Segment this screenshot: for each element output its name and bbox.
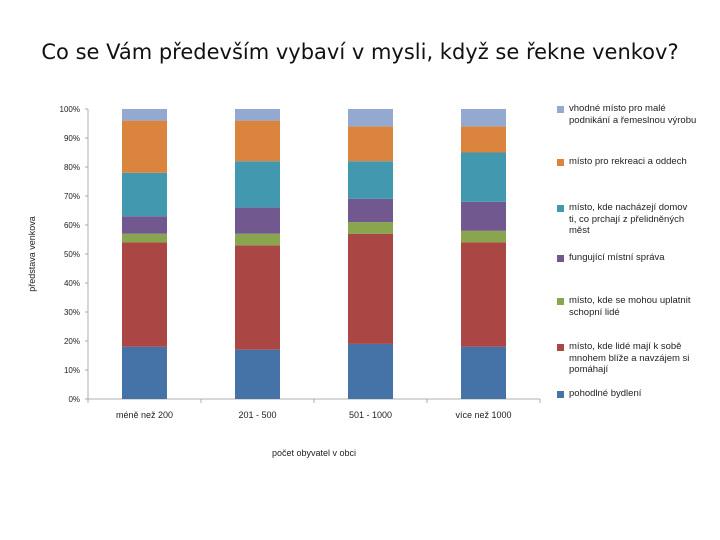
bar-segment bbox=[122, 216, 167, 234]
bar-segment bbox=[348, 343, 393, 399]
legend-label: místo, kde se mohou uplatnit schopní lid… bbox=[569, 295, 691, 318]
bar-segment bbox=[122, 346, 167, 399]
legend-label: vhodné místo pro malé podnikání a řemesl… bbox=[569, 103, 697, 126]
bar-segment bbox=[348, 126, 393, 162]
legend-swatch bbox=[557, 106, 564, 113]
slide-title: Co se Vám především vybaví v mysli, když… bbox=[41, 40, 679, 64]
bar-segment bbox=[461, 152, 506, 202]
bar-segment bbox=[235, 120, 280, 162]
bar-segment bbox=[235, 233, 280, 246]
bar-segment bbox=[348, 233, 393, 344]
bar-segment bbox=[122, 172, 167, 217]
legend-label: místo, kde lidé mají k sobě mnohem blíže… bbox=[569, 341, 690, 375]
bar-segment bbox=[235, 349, 280, 399]
legend-label: fungující místní správa bbox=[569, 252, 665, 263]
legend-label: místo pro rekreaci a oddech bbox=[569, 156, 687, 167]
bar-segment bbox=[348, 161, 393, 199]
y-tick-label: 60% bbox=[64, 221, 80, 230]
legend-swatch bbox=[557, 298, 564, 305]
bar-segment bbox=[235, 245, 280, 350]
bar-segment bbox=[235, 109, 280, 121]
bar-segment bbox=[235, 207, 280, 234]
bar-segment bbox=[461, 242, 506, 347]
y-tick-label: 0% bbox=[68, 395, 80, 404]
bar-segment bbox=[348, 222, 393, 234]
legend-swatch bbox=[557, 255, 564, 262]
x-tick-label: více než 1000 bbox=[455, 410, 511, 420]
bar-segment bbox=[122, 109, 167, 121]
legend-label: pohodlné bydlení bbox=[569, 388, 642, 399]
legend-swatch bbox=[557, 159, 564, 166]
bar-segment bbox=[461, 201, 506, 231]
bar-segment bbox=[122, 120, 167, 173]
x-tick-label: méně než 200 bbox=[116, 410, 173, 420]
x-tick-label: 501 - 1000 bbox=[349, 410, 392, 420]
y-tick-label: 70% bbox=[64, 192, 80, 201]
bar-layer bbox=[122, 109, 506, 399]
x-axis-title: počet obyvatel v obci bbox=[272, 448, 356, 458]
bar-segment bbox=[461, 126, 506, 153]
legend-label: místo, kde nacházejí domov ti, co prchaj… bbox=[569, 202, 688, 236]
bar-segment bbox=[461, 346, 506, 399]
y-tick-label: 10% bbox=[64, 366, 80, 375]
y-tick-label: 50% bbox=[64, 250, 80, 259]
y-tick-label: 40% bbox=[64, 279, 80, 288]
y-axis-title: představa venkova bbox=[27, 216, 37, 292]
legend-swatch bbox=[557, 344, 564, 351]
y-tick-label: 100% bbox=[60, 105, 80, 114]
bar-segment bbox=[235, 161, 280, 208]
bar-segment bbox=[122, 242, 167, 347]
bar-segment bbox=[461, 230, 506, 243]
legend-swatch bbox=[557, 391, 564, 398]
bar-segment bbox=[461, 109, 506, 127]
bar-segment bbox=[348, 109, 393, 127]
bar-segment bbox=[348, 198, 393, 223]
y-tick-label: 30% bbox=[64, 308, 80, 317]
y-tick-label: 90% bbox=[64, 134, 80, 143]
y-tick-label: 80% bbox=[64, 163, 80, 172]
legend-swatch bbox=[557, 205, 564, 212]
x-tick-label: 201 - 500 bbox=[238, 410, 276, 420]
y-tick-label: 20% bbox=[64, 337, 80, 346]
bar-segment bbox=[122, 233, 167, 243]
axis-layer: 0% 10% 20% 30% 40% 50% 60% 70% 80% 90% 100% méně ne… bbox=[60, 105, 541, 420]
